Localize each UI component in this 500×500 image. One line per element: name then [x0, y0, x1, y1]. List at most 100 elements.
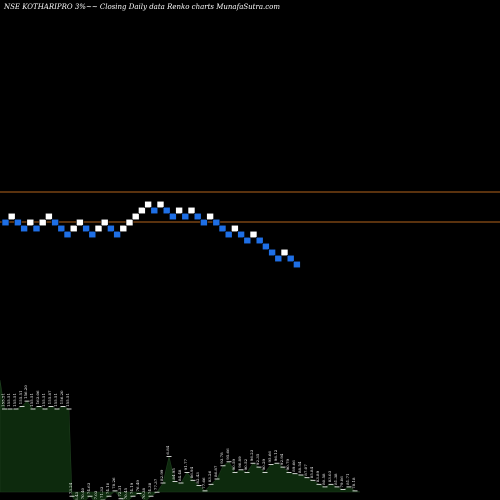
volume-label: 156.20	[59, 390, 64, 404]
volume-label: 155.51	[18, 390, 23, 404]
renko-brick-down	[162, 206, 171, 215]
renko-brick-up	[69, 224, 78, 233]
renko-brick-down	[150, 206, 159, 215]
volume-label: 93.78	[219, 452, 224, 464]
volume-label: 95.66	[267, 451, 272, 463]
volume-label: 67.03	[93, 490, 98, 500]
renko-brick-down	[51, 218, 59, 227]
volume-label: 84.95	[171, 468, 176, 480]
renko-brick-up	[45, 212, 53, 221]
volume-label: 74.38	[147, 482, 152, 494]
volume-label: 74.63	[86, 482, 91, 494]
volume-label: 86.94	[189, 466, 194, 478]
renko-brick-up	[7, 212, 16, 221]
renko-brick-up	[280, 248, 289, 257]
renko-brick-down	[200, 218, 208, 227]
volume-label: 71.33	[99, 486, 104, 498]
renko-brick-up	[249, 230, 258, 239]
volume-label: 81.38	[333, 473, 338, 485]
volume-label: 155.51	[53, 393, 58, 407]
renko-brick-down	[224, 230, 233, 239]
renko-brick-down	[218, 224, 227, 233]
renko-brick-down	[57, 224, 66, 233]
renko-brick-up	[175, 206, 183, 215]
volume-label: 84.48	[177, 469, 182, 481]
volume-label: 66.43	[74, 491, 79, 500]
volume-label: 155.51	[6, 393, 11, 407]
renko-brick-up	[38, 218, 47, 227]
renko-brick-down	[107, 224, 115, 233]
renko-brick-down	[169, 212, 177, 221]
renko-brick-up	[76, 218, 84, 227]
renko-brick-down	[14, 218, 22, 227]
volume-label: 76.49	[135, 480, 140, 492]
renko-brick-down	[293, 260, 301, 269]
volume-label: 86.87	[213, 465, 218, 477]
volume-label: 155.51	[65, 393, 70, 407]
volume-label: 80.58	[321, 473, 326, 485]
renko-brick-down	[255, 236, 264, 245]
volume-label: 155.87	[47, 390, 52, 404]
volume-label: 78.18	[351, 477, 356, 489]
volume-label: 155.51	[12, 393, 17, 407]
renko-brick-down	[1, 218, 10, 227]
renko-brick-down	[82, 224, 90, 233]
volume-label: 72.31	[117, 485, 122, 496]
volume-label: 82.43	[195, 472, 200, 484]
renko-brick-down	[268, 248, 276, 257]
volume-label: 83.89	[315, 470, 320, 482]
volume-label: 90.59	[231, 458, 236, 470]
volume-label: 156.20	[23, 385, 28, 399]
renko-brick-down	[274, 254, 283, 263]
volume-label: 90.79	[285, 458, 290, 470]
chart-title: NSE KOTHARIPRO 3%~~ Closing Daily data R…	[3, 3, 280, 11]
renko-brick-up	[206, 212, 214, 221]
volume-label: 85.84	[309, 466, 314, 478]
volume-area	[0, 379, 361, 500]
volume-label: 96.23	[249, 449, 254, 461]
volume-label: 155.51	[1, 393, 6, 407]
volume-label: 90.29	[261, 458, 266, 470]
renko-bricks	[1, 200, 301, 269]
renko-brick-up	[144, 200, 152, 209]
volume-label: 88.54	[297, 461, 302, 473]
volume-label: 81.71	[345, 473, 350, 484]
volume-label: 96.12	[273, 449, 278, 461]
renko-brick-up	[187, 206, 196, 215]
volume-label: 6.84	[165, 445, 170, 454]
volume-label: 83.26	[207, 470, 212, 482]
renko-brick-down	[286, 254, 295, 263]
volume-label: 79.06	[339, 476, 344, 488]
renko-brick-up	[119, 224, 128, 233]
volume-label: 77.37	[153, 478, 158, 490]
volume-label: 89.66	[291, 460, 296, 472]
renko-brick-up	[26, 218, 35, 227]
volume-label: 90.52	[243, 458, 248, 470]
volume-label: 70.45	[123, 487, 128, 499]
volume-label: 92.35	[255, 453, 260, 465]
volume-label: 78.26	[111, 477, 116, 489]
volume-label: 83.03	[327, 470, 332, 482]
volume-label: 155.51	[29, 393, 34, 407]
renko-brick-down	[243, 236, 252, 245]
renko-brick-down	[20, 224, 28, 233]
renko-brick-up	[100, 218, 109, 227]
volume-label: 155.51	[41, 393, 46, 407]
renko-brick-up	[138, 206, 146, 215]
volume-label: 90.89	[237, 456, 242, 468]
volume-label: 70.40	[80, 487, 85, 499]
renko-brick-down	[63, 230, 72, 239]
volume-label: 70.38	[141, 487, 146, 499]
volume-label: 82.99	[159, 469, 164, 481]
volume-label: 77.66	[201, 477, 206, 489]
volume-label: 74.19	[129, 482, 134, 494]
renko-brick-down	[113, 230, 121, 239]
renko-brick-up	[156, 200, 165, 209]
volume-label: 74.10	[105, 482, 110, 494]
volume-label: 91.77	[183, 458, 188, 470]
volume-label: 73.24	[68, 482, 73, 494]
volume-label: 163.06	[35, 390, 40, 404]
